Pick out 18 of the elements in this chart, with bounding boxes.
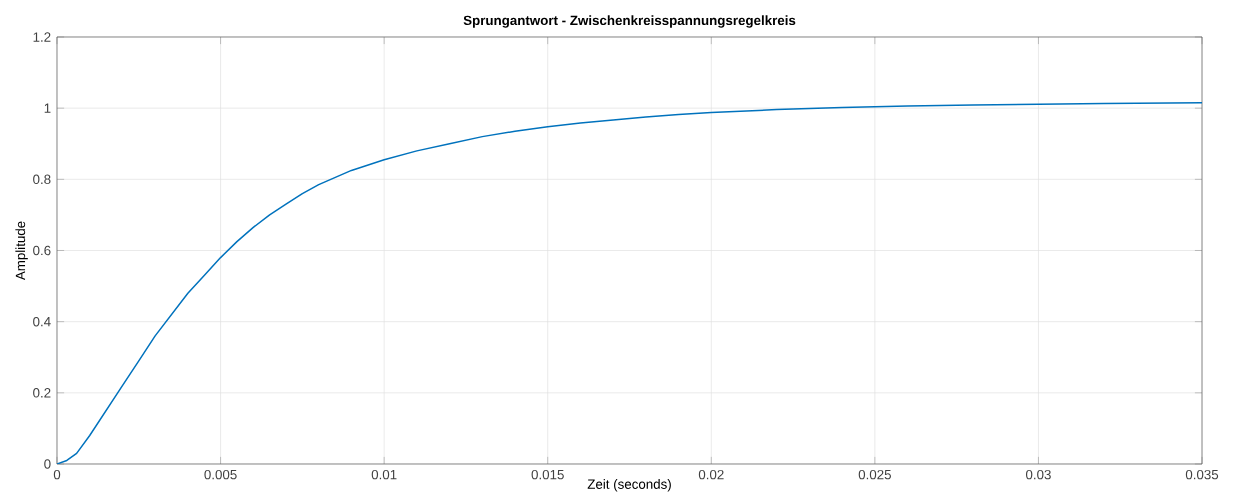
y-tick-label: 1.2: [33, 32, 51, 42]
x-tick-label: 0.025: [858, 469, 891, 480]
y-tick-label: 0: [44, 459, 51, 469]
y-tick-label: 0.4: [33, 316, 51, 327]
y-tick-label: 1: [44, 103, 51, 113]
y-axis-title: Amplitude: [15, 221, 28, 281]
x-tick-label: 0.03: [1025, 469, 1051, 480]
x-tick-label: 0.02: [698, 469, 724, 480]
x-tick-label: 0: [53, 469, 61, 480]
x-tick-label: 0.005: [204, 469, 237, 480]
y-tick-label: 0.2: [33, 388, 51, 398]
chart-title: Sprungantwort - Zwischenkreisspannungsregelkreis: [463, 15, 796, 28]
x-axis-title: Zeit (seconds): [587, 479, 671, 492]
x-tick-label: 0.035: [1185, 469, 1219, 480]
x-tick-label: 0.01: [371, 469, 397, 480]
x-tick-label: 0.015: [531, 469, 564, 480]
y-tick-label: 0.8: [33, 174, 51, 185]
y-tick-label: 0.6: [33, 245, 51, 256]
